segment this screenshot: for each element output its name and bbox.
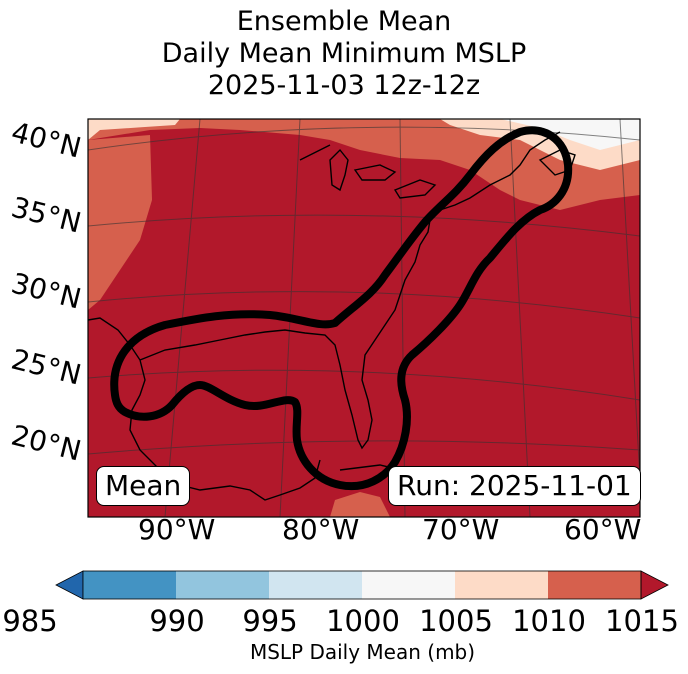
colorbar-segment — [548, 571, 641, 599]
colorbar-tick-1015: 1015 — [605, 604, 679, 638]
lon-label-90w: 90°W — [138, 513, 216, 546]
lon-label-70w: 70°W — [422, 513, 500, 546]
pressure-band-south — [330, 492, 390, 517]
colorbar-segment — [83, 571, 176, 599]
title-line-2: Daily Mean Minimum MSLP — [161, 38, 527, 69]
colorbar-tick-995: 995 — [242, 604, 298, 638]
colorbar-segment — [362, 571, 455, 599]
colorbar-segment — [269, 571, 362, 599]
mean-label-box: Mean — [96, 466, 191, 506]
title-line-1: Ensemble Mean — [236, 6, 452, 37]
lon-label-80w: 80°W — [282, 513, 360, 546]
colorbar-tick-985: 985 — [2, 604, 58, 638]
colorbar — [55, 570, 669, 600]
colorbar-tick-1010: 1010 — [512, 604, 586, 638]
colorbar-segment — [176, 571, 269, 599]
colorbar-extend-high — [640, 570, 669, 600]
colorbar-segment — [455, 571, 548, 599]
pressure-band-northeast — [88, 119, 640, 170]
title-line-3: 2025-11-03 12z-12z — [207, 70, 481, 101]
contour-1015-mb — [110, 126, 573, 491]
map-panel — [88, 119, 640, 517]
map-frame — [87, 118, 641, 518]
colorbar-tick-990: 990 — [149, 604, 205, 638]
colorbar-tick-1005: 1005 — [419, 604, 493, 638]
pressure-band-west — [88, 135, 152, 310]
colorbar-tick-1000: 1000 — [326, 604, 400, 638]
colorbar-frame — [82, 570, 642, 600]
lon-label-60w: 60°W — [564, 513, 642, 546]
colorbar-extend-low — [55, 570, 84, 600]
run-date-box: Run: 2025-11-01 — [388, 466, 641, 506]
colorbar-label: MSLP Daily Mean (mb) — [249, 640, 476, 664]
